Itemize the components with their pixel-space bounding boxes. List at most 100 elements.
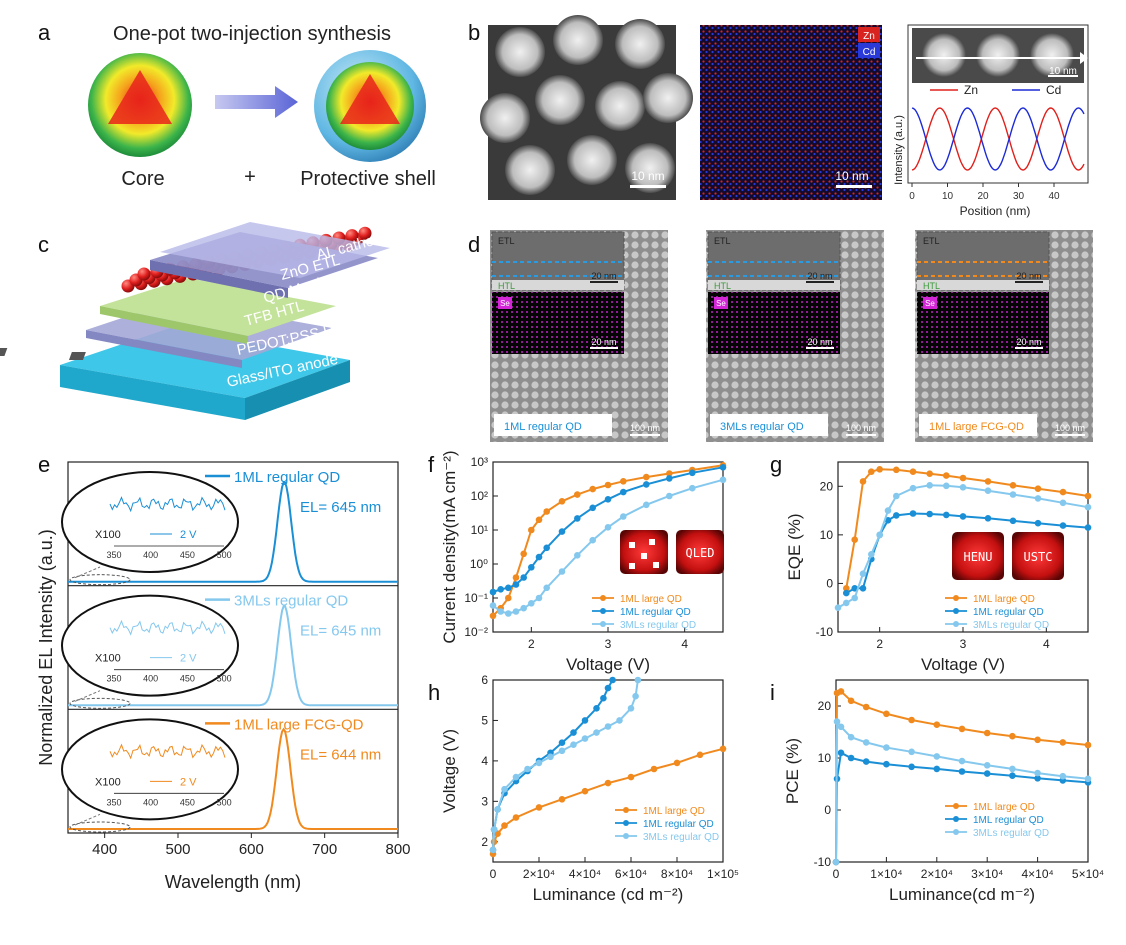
zoom-region xyxy=(69,697,131,709)
inset-legend-label: 2 V xyxy=(180,529,197,541)
data-point xyxy=(666,470,673,477)
data-point xyxy=(489,602,497,609)
data-point xyxy=(632,692,639,700)
data-point xyxy=(847,754,855,762)
tem-particle xyxy=(625,143,675,193)
data-point xyxy=(581,717,589,724)
tem-particle xyxy=(480,93,530,143)
linescan-tick-label: 10 xyxy=(942,191,954,202)
linescan-ylabel: Intensity (a.u.) xyxy=(893,115,905,185)
inset-tick-label: 450 xyxy=(180,797,195,807)
legend-zn-label: Zn xyxy=(863,31,875,42)
x-tick-label: 6×10⁴ xyxy=(615,867,647,881)
legend-label: 1ML large QD xyxy=(973,594,1035,605)
data-point xyxy=(943,482,950,490)
data-point xyxy=(959,484,967,491)
y-tick-label: 10 xyxy=(818,751,832,765)
data-point xyxy=(593,729,600,736)
data-point xyxy=(883,760,890,768)
data-point xyxy=(943,511,950,519)
cd-legend-text: Cd xyxy=(1046,83,1061,97)
y-tick-label: 10³ xyxy=(471,455,488,469)
data-point xyxy=(650,765,658,773)
data-point xyxy=(524,765,531,773)
data-point xyxy=(512,814,520,821)
data-point xyxy=(600,694,607,702)
tem-particle xyxy=(595,81,645,131)
htl-band xyxy=(917,280,1049,290)
data-point xyxy=(1084,775,1092,783)
data-point xyxy=(616,717,623,724)
data-point xyxy=(643,501,650,509)
data-point xyxy=(926,482,933,489)
legend-label: 3MLs regular QD xyxy=(973,828,1049,839)
data-point xyxy=(696,751,704,759)
data-point xyxy=(862,758,870,765)
data-point xyxy=(643,473,650,481)
inset-tick-label: 400 xyxy=(143,674,158,684)
legend-label: 1ML large QD xyxy=(643,806,705,817)
tem-particle xyxy=(567,135,617,185)
layer-al xyxy=(160,222,390,278)
data-point xyxy=(862,739,870,746)
data-point xyxy=(535,516,543,524)
se-tag-box xyxy=(714,297,728,309)
inset-tick-label: 350 xyxy=(106,674,121,684)
data-point xyxy=(909,510,917,517)
inset-tick-label: 500 xyxy=(217,797,232,807)
data-point xyxy=(501,822,508,829)
y-tick-label: 20 xyxy=(818,699,832,713)
data-point xyxy=(604,481,612,489)
y-tick-label: 5 xyxy=(481,713,488,727)
legend-label: 1ML regular QD xyxy=(973,607,1044,618)
series-line xyxy=(492,679,614,850)
data-point xyxy=(494,806,501,813)
data-point xyxy=(893,512,900,519)
data-point xyxy=(1034,495,1042,502)
data-point xyxy=(689,469,696,477)
data-point xyxy=(859,478,867,485)
led-pixel xyxy=(653,562,659,568)
linescan-tick-label: 0 xyxy=(909,191,915,202)
sample-label: 1ML large FCG-QD xyxy=(929,421,1024,433)
x-tick-label: 1×10⁴ xyxy=(870,867,902,881)
core-cutaway xyxy=(108,70,172,124)
tem-particle xyxy=(615,19,665,69)
data-point xyxy=(1009,765,1016,773)
x-tick-label: 600 xyxy=(239,841,264,858)
data-point xyxy=(581,787,589,795)
data-point xyxy=(604,723,612,730)
data-point xyxy=(604,524,612,531)
data-point xyxy=(535,594,543,602)
data-point xyxy=(1034,769,1041,777)
ito-strip xyxy=(68,352,86,360)
legend-label: 1ML regular QD xyxy=(973,815,1044,826)
x100-label: X100 xyxy=(95,776,121,788)
y-tick-label: 10² xyxy=(471,489,488,503)
shell-label: Protective shell xyxy=(300,168,436,190)
se-tag: Se xyxy=(500,299,510,308)
data-point xyxy=(593,705,600,712)
data-point xyxy=(1034,519,1042,527)
data-point xyxy=(908,748,915,756)
inset-tick-label: 400 xyxy=(143,550,158,560)
data-point xyxy=(893,492,900,500)
data-point xyxy=(581,735,589,742)
x-tick-label: 400 xyxy=(92,841,117,858)
legend-label: 1ML regular QD xyxy=(234,469,340,486)
legend-marker xyxy=(953,621,959,627)
linescan-tick-label: 30 xyxy=(1013,191,1025,202)
data-point xyxy=(574,515,581,522)
data-point xyxy=(609,676,616,684)
data-point xyxy=(604,496,612,503)
led-text: USTC xyxy=(1024,550,1053,564)
data-point xyxy=(909,468,917,476)
data-point xyxy=(719,745,727,753)
data-point xyxy=(832,858,840,866)
x100-label: X100 xyxy=(95,529,121,541)
scale-label-sem: 100 nm xyxy=(630,423,660,433)
etl-tag: ETL xyxy=(498,236,515,246)
sample-label-box xyxy=(494,414,612,436)
data-point xyxy=(643,481,650,488)
data-point xyxy=(868,468,875,476)
